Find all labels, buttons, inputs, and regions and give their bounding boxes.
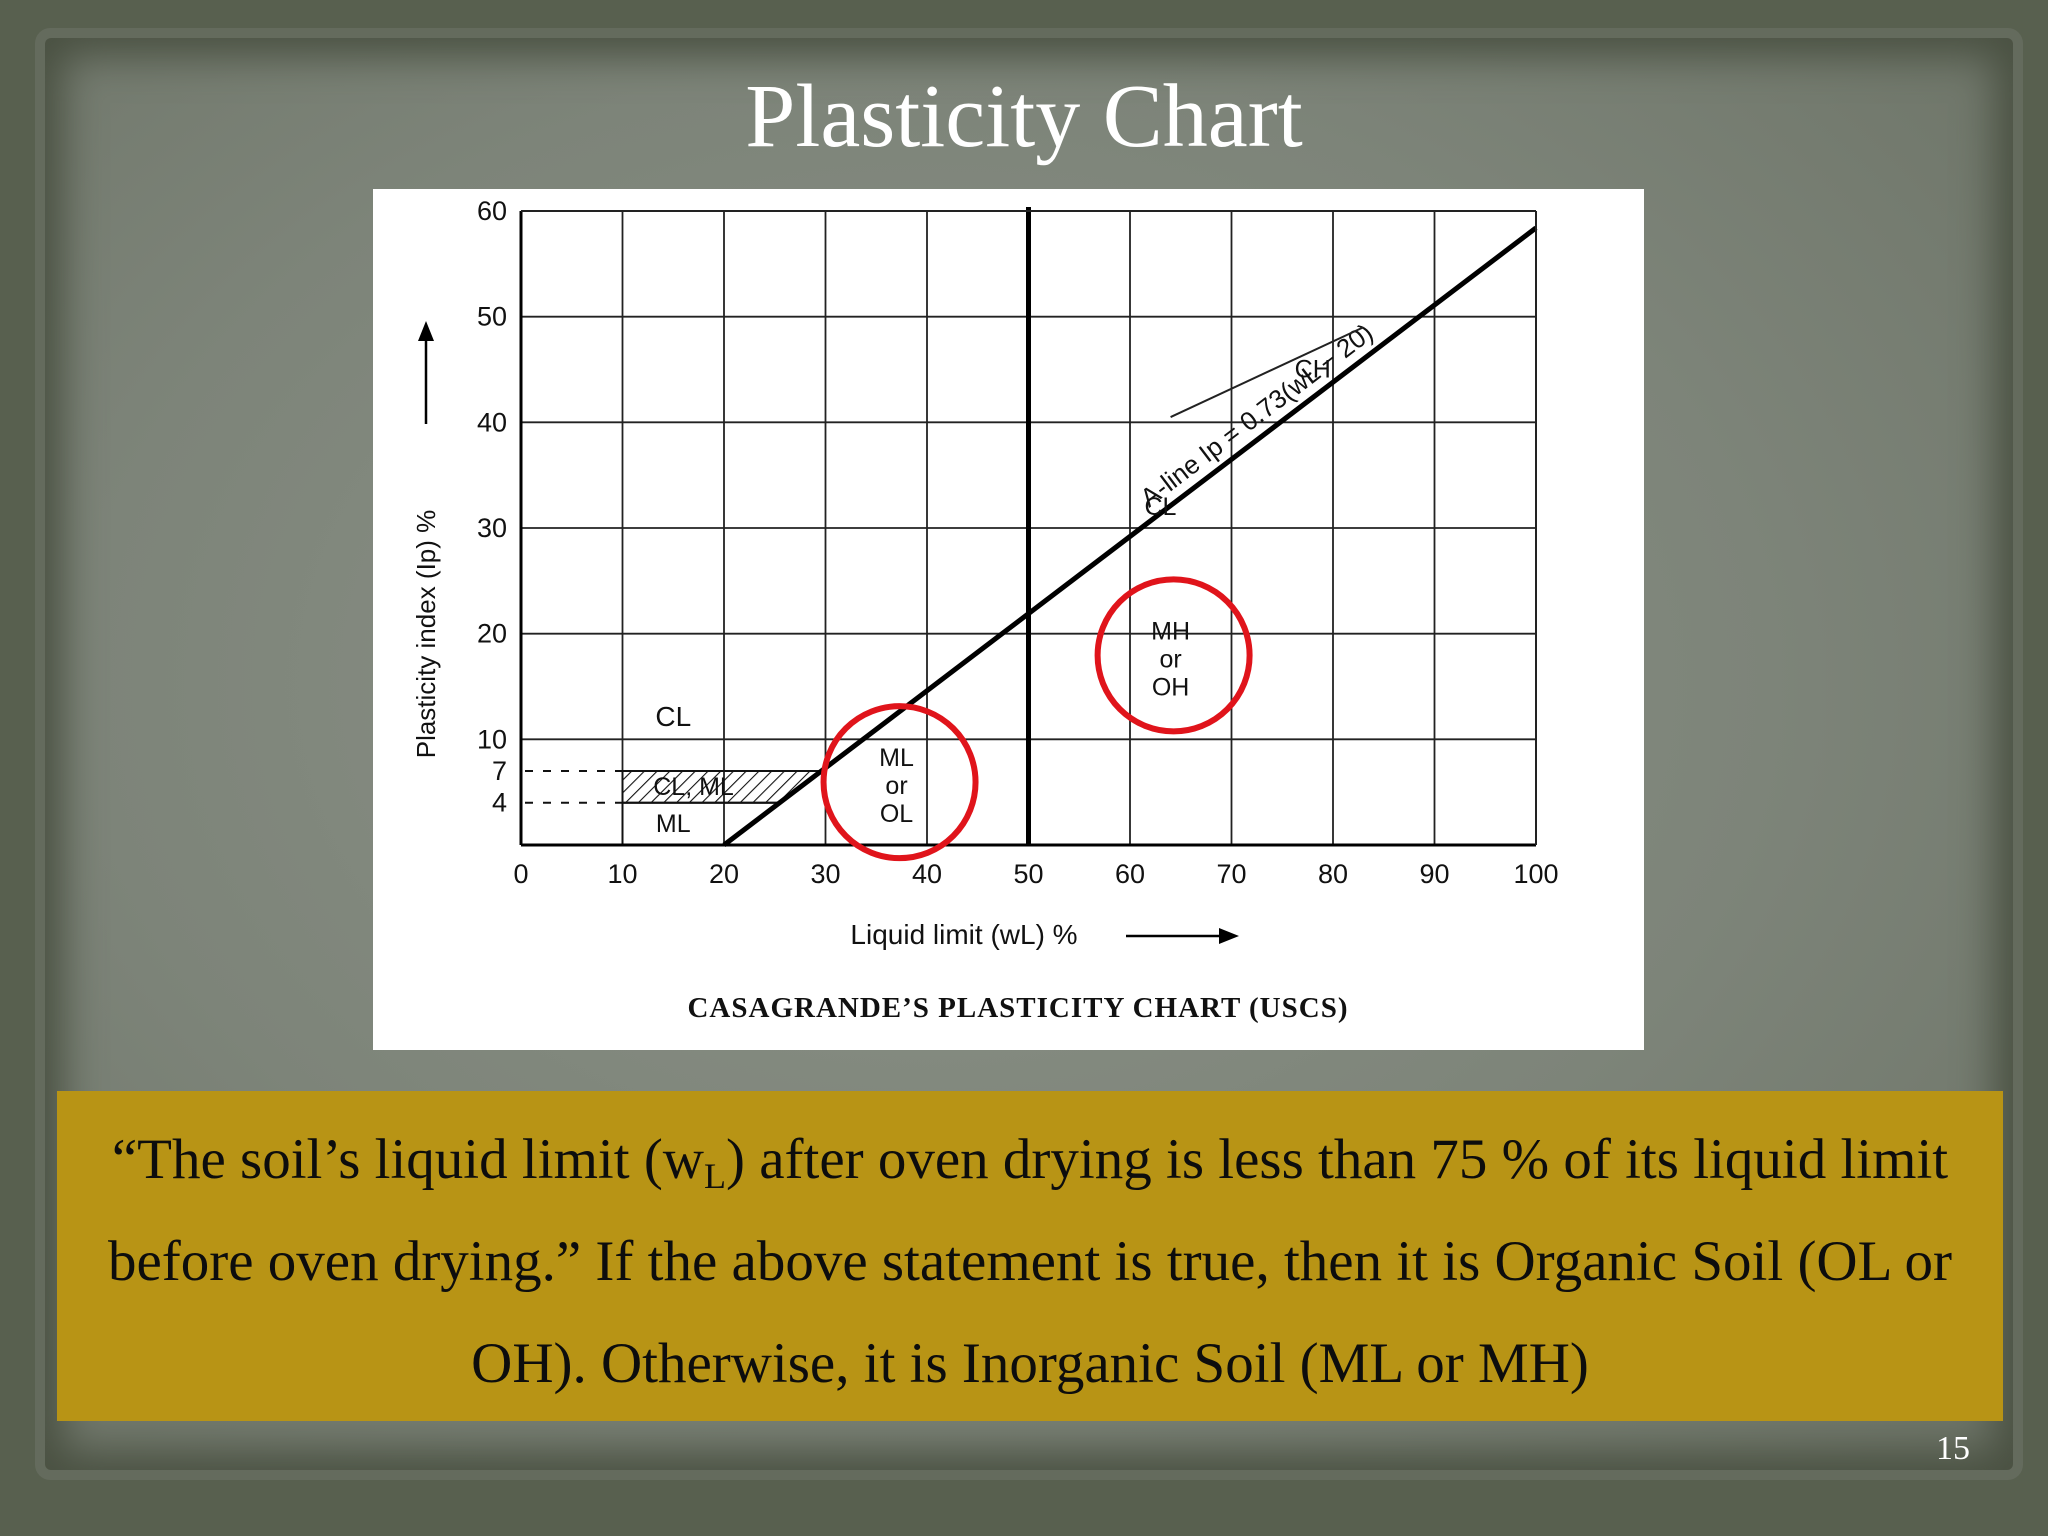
- x-tick-label: 40: [912, 859, 942, 889]
- y-tick-label: 7: [492, 756, 507, 786]
- slide-number: 15: [1936, 1430, 1970, 1467]
- x-tick-label: 70: [1216, 859, 1246, 889]
- zone-label: ML: [656, 810, 691, 838]
- a-line: [722, 225, 1538, 847]
- chart-caption: CASAGRANDE’S PLASTICITY CHART (USCS): [687, 992, 1348, 1024]
- zone-label: MH: [1151, 617, 1190, 645]
- y-tick-label: 50: [477, 302, 507, 332]
- zone-label: CH: [1295, 356, 1331, 384]
- y-axis-label: Plasticity index (Ip) %: [411, 510, 441, 759]
- x-tick-label: 60: [1115, 859, 1145, 889]
- zone-label: CL: [1144, 493, 1176, 521]
- zone-label: CL: [655, 701, 691, 732]
- slide-title: Plasticity Chart: [745, 67, 1303, 166]
- plasticity-chart-figure: 0 10 20 30 40 50 60 70 80 90 100 4 7 10 20 30 40 50 60 Liqu…: [373, 189, 1644, 1050]
- y-axis-arrowhead: [418, 321, 434, 341]
- x-tick-label: 20: [709, 859, 739, 889]
- x-tick-label: 80: [1318, 859, 1348, 889]
- x-axis-label: Liquid limit (wL) %: [850, 919, 1077, 950]
- zone-label: OL: [880, 800, 913, 828]
- x-axis-arrowhead: [1219, 928, 1239, 944]
- highlight-circle: [1094, 576, 1253, 735]
- zone-label: or: [1159, 645, 1181, 673]
- y-tick-label: 4: [492, 788, 507, 818]
- x-tick-label: 30: [810, 859, 840, 889]
- highlight-circle: [820, 703, 979, 862]
- x-tick-label: 50: [1013, 859, 1043, 889]
- a-line-label: A-line Ip = 0.73(wL − 20): [1134, 317, 1378, 513]
- label-leader-line: [1170, 326, 1364, 418]
- zone-label: OH: [1152, 673, 1190, 701]
- zone-label: or: [885, 772, 907, 800]
- y-tick-label: 10: [477, 724, 507, 754]
- caption-text-end: ) after oven drying is less than 75 % of…: [107, 1128, 1953, 1395]
- y-tick-label: 60: [477, 196, 507, 226]
- y-tick-label: 40: [477, 407, 507, 437]
- x-tick-label: 100: [1513, 859, 1558, 889]
- x-tick-label: 10: [607, 859, 637, 889]
- y-tick-label: 20: [477, 619, 507, 649]
- caption-subscript: L: [703, 1156, 726, 1196]
- zone-label: ML: [879, 744, 914, 772]
- caption-box: “The soil’s liquid limit (wL) after oven…: [57, 1091, 2003, 1421]
- x-tick-label: 0: [513, 859, 528, 889]
- y-tick-label: 30: [477, 513, 507, 543]
- x-tick-label: 90: [1419, 859, 1449, 889]
- plasticity-chart: 0 10 20 30 40 50 60 70 80 90 10047102030405060Liqu…: [411, 196, 1559, 1024]
- caption-text-start: “The soil’s liquid limit (w: [111, 1128, 704, 1191]
- zone-label: CL, ML: [653, 773, 734, 801]
